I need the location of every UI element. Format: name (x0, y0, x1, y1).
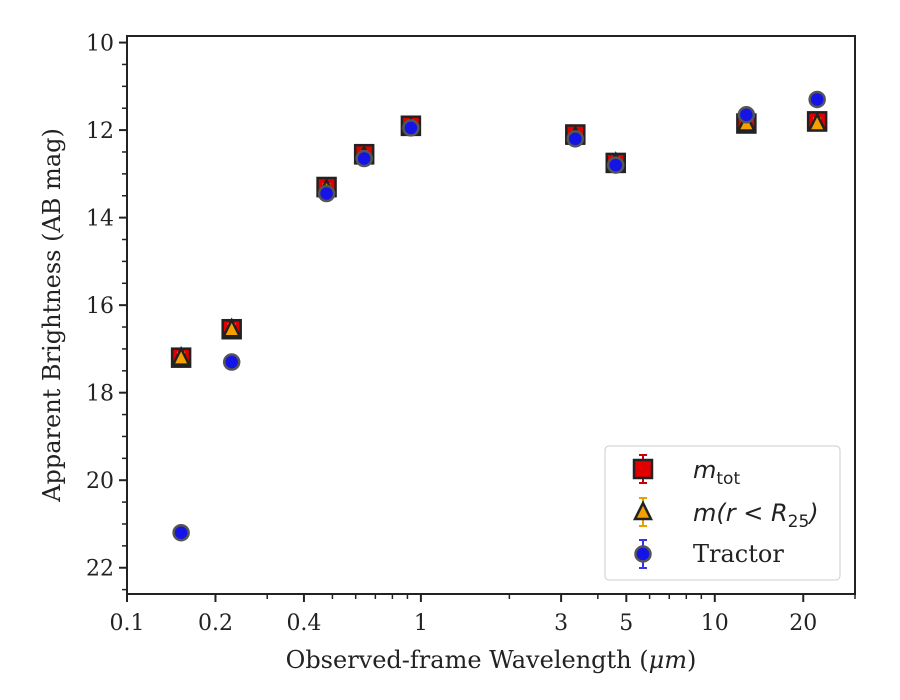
m-r-r25-point (171, 345, 192, 366)
y-tick-label: 12 (86, 119, 114, 144)
legend: mtot m(r < R25) Tractor (604, 445, 841, 581)
plot-frame (126, 35, 856, 595)
y-tick-label: 22 (86, 557, 114, 582)
legend-marker-mtot (632, 458, 654, 480)
x-tick-label: 0.1 (110, 611, 145, 636)
legend-markers (632, 454, 654, 569)
axis-ticks: 0.1 0.2 0.4 1 3 5 10 20 10 12 14 16 18 20 22 (86, 32, 856, 636)
tractor-point (172, 523, 190, 542)
tractor-point (566, 130, 585, 148)
legend-marker-tractor (634, 545, 652, 563)
x-tick-label: 20 (789, 611, 817, 636)
y-tick-label: 18 (86, 382, 114, 407)
tractor-point (355, 149, 373, 168)
m-r-r25-point (221, 317, 242, 338)
x-tick-label: 0.2 (198, 611, 233, 636)
legend-box (604, 445, 841, 581)
y-tick-label: 14 (86, 207, 114, 232)
y-tick-label: 10 (86, 32, 114, 57)
tractor-point (317, 184, 336, 203)
y-tick-label: 16 (86, 294, 114, 319)
tractor-point (222, 353, 241, 371)
x-tick-label: 10 (701, 611, 729, 636)
m-r-r25-point (807, 111, 828, 132)
tractor-point (737, 106, 756, 124)
x-tick-label: 0.4 (286, 611, 321, 636)
tractor-point (606, 156, 625, 174)
legend-label-mtot: mtot (693, 456, 740, 489)
tractor-point (808, 90, 826, 109)
x-tick-label: 1 (414, 611, 428, 636)
legend-marker-m-r-r25 (632, 500, 654, 521)
data-points (170, 90, 828, 542)
x-tick-label: 5 (619, 611, 633, 636)
legend-label-tractor: Tractor (693, 540, 784, 568)
x-tick-label: 3 (554, 611, 568, 636)
tractor-point (402, 119, 420, 137)
y-tick-label: 20 (86, 469, 114, 494)
y-axis-label: Apparent Brightness (AB mag) (38, 128, 66, 503)
x-axis-label: Observed-frame Wavelength (μm) (286, 646, 697, 674)
legend-label-m-r-r25: m(r < R25) (693, 499, 819, 532)
